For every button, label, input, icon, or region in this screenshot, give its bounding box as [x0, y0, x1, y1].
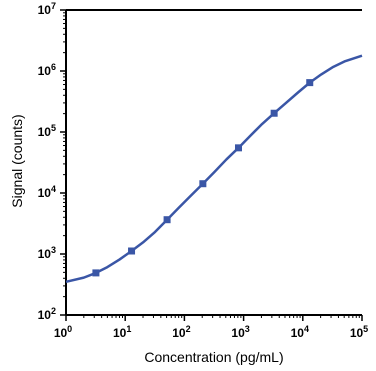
y-tick-label: 107: [38, 1, 56, 17]
y-tick-label: 103: [38, 245, 56, 261]
axis-ticks: [60, 9, 363, 321]
data-point: [163, 216, 171, 224]
x-axis-label: Concentration (pg/mL): [144, 349, 283, 365]
fit-curve: [65, 54, 363, 284]
y-tick-label: 102: [38, 306, 56, 322]
data-point: [306, 79, 314, 87]
plot-frame: [65, 9, 362, 316]
x-tick-label: 101: [113, 324, 131, 340]
data-point: [128, 247, 136, 255]
y-axis-label: Signal (counts): [9, 114, 25, 207]
data-point: [234, 144, 242, 152]
x-tick-label: 104: [291, 324, 309, 340]
axis-tick-labels: 100 101 102 103 104 105 102 103 104 105 106 107: [38, 1, 369, 340]
data-point: [92, 269, 100, 277]
series-layer: [65, 54, 363, 284]
x-tick-label: 100: [54, 324, 72, 340]
x-tick-label: 105: [350, 324, 368, 340]
x-tick-label: 102: [172, 324, 190, 340]
y-tick-label: 106: [38, 62, 56, 78]
y-tick-label: 104: [38, 184, 56, 200]
data-point: [199, 180, 207, 188]
y-tick-label: 105: [38, 123, 56, 139]
data-point: [270, 109, 278, 117]
x-tick-label: 103: [231, 324, 249, 340]
